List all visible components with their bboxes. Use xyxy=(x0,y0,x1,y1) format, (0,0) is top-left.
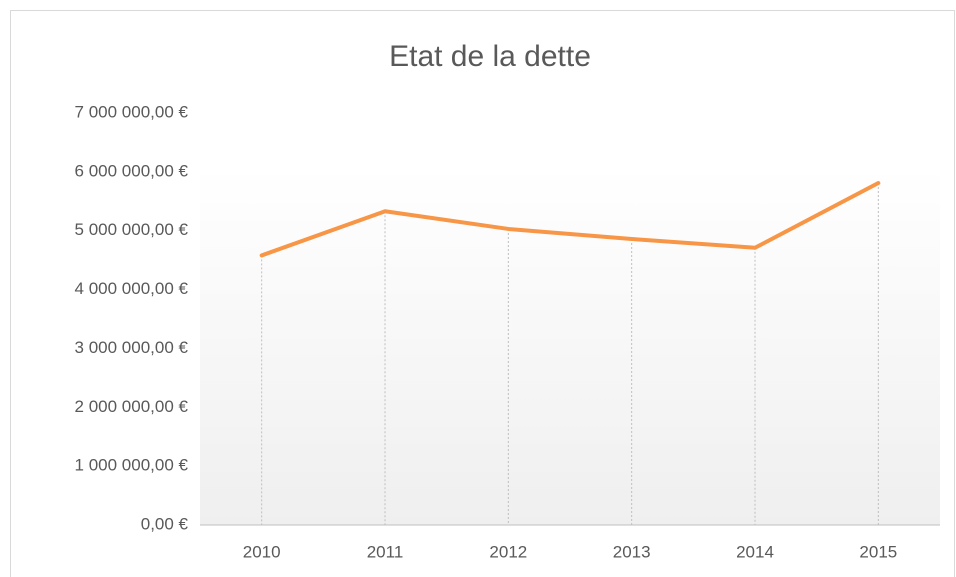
x-tick-label: 2010 xyxy=(243,542,281,561)
y-tick-label: 6 000 000,00 € xyxy=(75,161,189,180)
y-tick-label: 5 000 000,00 € xyxy=(75,220,189,239)
y-tick-label: 0,00 € xyxy=(141,514,189,533)
x-tick-label: 2013 xyxy=(613,542,651,561)
x-tick-label: 2015 xyxy=(859,542,897,561)
y-tick-label: 2 000 000,00 € xyxy=(75,397,189,416)
y-tick-label: 4 000 000,00 € xyxy=(75,279,189,298)
line-series xyxy=(259,181,881,258)
chart-title: Etat de la dette xyxy=(389,40,591,73)
x-tick-label: 2012 xyxy=(489,542,527,561)
y-tick-label: 3 000 000,00 € xyxy=(75,338,189,357)
y-tick-label: 1 000 000,00 € xyxy=(75,456,189,475)
y-tick-label: 7 000 000,00 € xyxy=(75,102,189,121)
x-tick-label: 2014 xyxy=(736,542,774,561)
plot-area xyxy=(200,168,940,525)
x-tick-label: 2011 xyxy=(367,542,404,561)
